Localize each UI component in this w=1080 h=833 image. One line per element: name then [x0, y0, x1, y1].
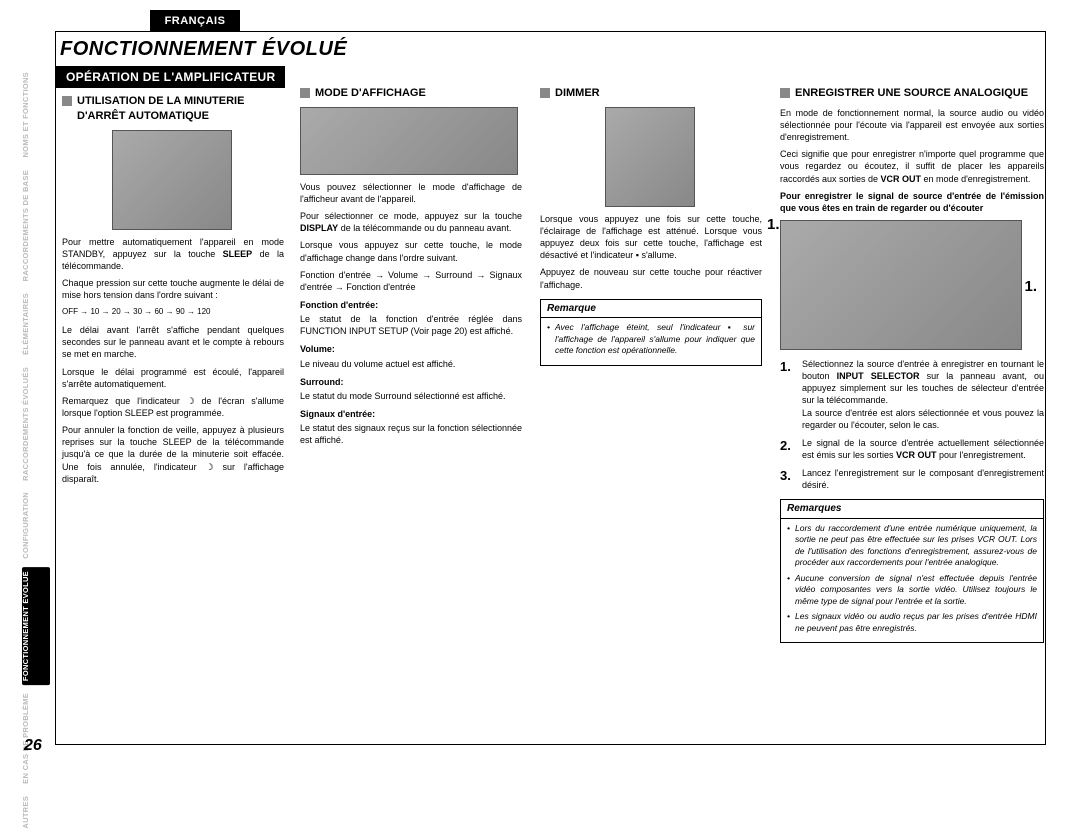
callout-2: 1.: [1024, 277, 1037, 297]
sleep-sequence: OFF → 10 → 20 → 30 → 60 → 90 → 120: [62, 307, 284, 318]
heading-display-mode: MODE D'AFFICHAGE: [300, 86, 522, 101]
label-signaux: Signaux d'entrée:: [300, 408, 522, 420]
text: Appuyez de nouveau sur cette touche pour…: [540, 266, 762, 290]
label-fonction-entree: Fonction d'entrée:: [300, 299, 522, 311]
section-title: OPÉRATION DE L'AMPLIFICATEUR: [56, 66, 285, 88]
label-surround: Surround:: [300, 376, 522, 388]
sidebar-item-configuration: CONFIGURATION: [22, 488, 50, 563]
bold-intro: Pour enregistrer le signal de source d'e…: [780, 190, 1044, 214]
column-1: UTILISATION DE LA MINUTERIE D'ARRÊT AUTO…: [62, 94, 284, 490]
text: Lorsque vous appuyez une fois sur cette …: [540, 213, 762, 262]
remarks-title: Remarques: [781, 500, 1043, 519]
amplifier-buttons-image: 1. 1.: [780, 220, 1022, 350]
text: Le statut de la fonction d'entrée réglée…: [300, 313, 522, 337]
page-number: 26: [24, 737, 42, 755]
remarks-body: Lors du raccordement d'une entrée numéri…: [781, 519, 1043, 642]
text: Le statut des signaux reçus sur la fonct…: [300, 422, 522, 446]
sidebar-item-raccord-evolues: RACCORDEMENTS ÉVOLUÉS: [22, 363, 50, 485]
column-2: MODE D'AFFICHAGE Vous pouvez sélectionne…: [300, 86, 522, 451]
page-title: FONCTIONNEMENT ÉVOLUÉ: [60, 36, 347, 63]
text: Pour sélectionner ce mode, appuyez sur l…: [300, 210, 522, 234]
text: Chaque pression sur cette touche augment…: [62, 277, 284, 301]
remote-sleep-image: [112, 130, 232, 230]
text: Le niveau du volume actuel est affiché.: [300, 358, 522, 370]
step-1: 1. Sélectionnez la source d'entrée à enr…: [780, 358, 1044, 431]
heading-sleep-timer: UTILISATION DE LA MINUTERIE D'ARRÊT AUTO…: [62, 94, 284, 124]
text: Fonction d'entrée → Volume → Surround → …: [300, 269, 522, 293]
sidebar-nav: NOMS ET FONCTIONS RACCORDEMENTS DE BASE …: [22, 68, 50, 833]
heading-dimmer: DIMMER: [540, 86, 762, 101]
sidebar-item-elementaires: ÉLÉMENTAIRES: [22, 289, 50, 359]
text: Pour mettre automatiquement l'appareil e…: [62, 236, 284, 272]
callout-1: 1.: [767, 215, 780, 235]
text: Remarquez que l'indicateur ☽ de l'écran …: [62, 395, 284, 419]
remark-item: Lors du raccordement d'une entrée numéri…: [787, 523, 1037, 569]
heading-record-analog: ENREGISTRER UNE SOURCE ANALOGIQUE: [780, 86, 1044, 101]
text: Vous pouvez sélectionner le mode d'affic…: [300, 181, 522, 205]
text: En mode de fonctionnement normal, la sou…: [780, 107, 1044, 143]
remote-dimmer-image: [605, 107, 695, 207]
column-3: DIMMER Lorsque vous appuyez une fois sur…: [540, 86, 762, 374]
sidebar-item-fonctionnement-evolue: FONCTIONNEMENT ÉVOLUÉ: [22, 567, 50, 685]
text: Le délai avant l'arrêt s'affiche pendant…: [62, 324, 284, 360]
language-tab: FRANÇAIS: [150, 10, 240, 32]
remarks-box: Remarques Lors du raccordement d'une ent…: [780, 499, 1044, 643]
sidebar-item-autres: AUTRES: [22, 792, 50, 833]
step-2: 2. Le signal de la source d'entrée actue…: [780, 437, 1044, 461]
front-panel-display-image: [300, 107, 518, 175]
remark-body: Avec l'affichage éteint, seul l'indicate…: [541, 318, 761, 364]
sidebar-item-noms: NOMS ET FONCTIONS: [22, 68, 50, 162]
remark-box: Remarque Avec l'affichage éteint, seul l…: [540, 299, 762, 366]
remark-item: Aucune conversion de signal n'est effect…: [787, 573, 1037, 607]
label-volume: Volume:: [300, 343, 522, 355]
text: Le statut du mode Surround sélectionné e…: [300, 390, 522, 402]
sidebar-item-raccord-base: RACCORDEMENTS DE BASE: [22, 166, 50, 285]
remark-item: Les signaux vidéo ou audio reçus par les…: [787, 611, 1037, 634]
steps-list: 1. Sélectionnez la source d'entrée à enr…: [780, 358, 1044, 491]
text: Ceci signifie que pour enregistrer n'imp…: [780, 148, 1044, 184]
text: Lorsque vous appuyez sur cette touche, l…: [300, 239, 522, 263]
text: Lorsque le délai programmé est écoulé, l…: [62, 366, 284, 390]
step-3: 3. Lancez l'enregistrement sur le compos…: [780, 467, 1044, 491]
text: Pour annuler la fonction de veille, appu…: [62, 424, 284, 485]
column-4: ENREGISTRER UNE SOURCE ANALOGIQUE En mod…: [780, 86, 1044, 651]
remark-title: Remarque: [541, 300, 761, 319]
